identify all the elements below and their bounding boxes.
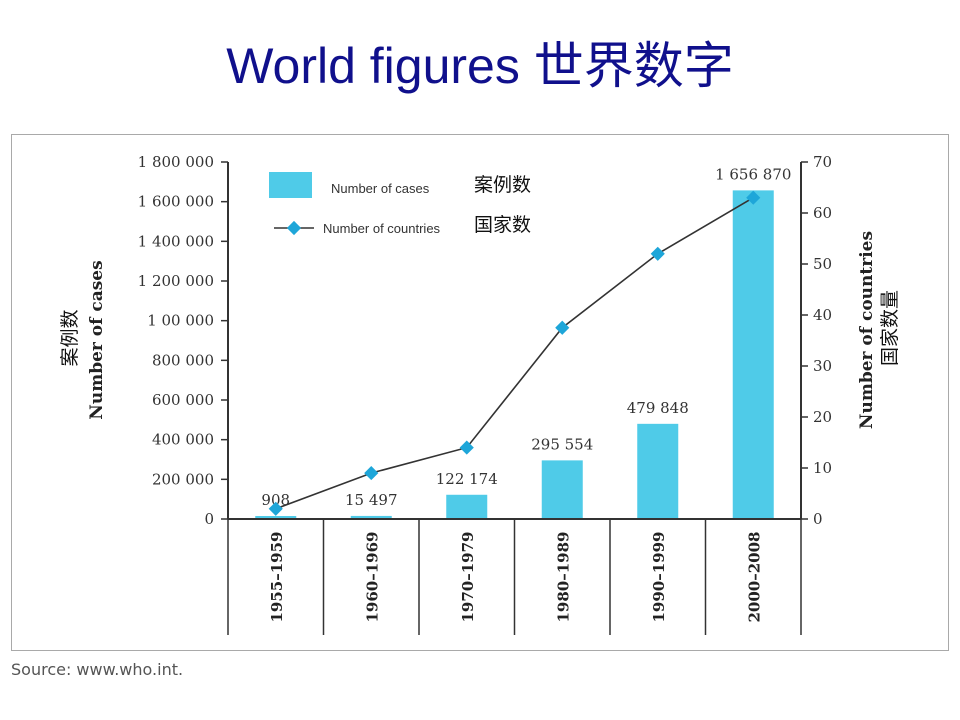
- slide-title: World figures 世界数字: [226, 38, 734, 94]
- bar: [637, 423, 679, 519]
- left-tick-label: 400 000: [152, 431, 214, 449]
- bar-value-label: 122 174: [436, 470, 498, 488]
- right-tick-label: 20: [813, 408, 832, 426]
- right-tick-label: 60: [813, 204, 832, 222]
- legend-label-countries: Number of countries: [323, 221, 441, 236]
- legend-label-cases: Number of cases: [331, 181, 430, 196]
- chart: 0 200 000 400 000 600 000 800 000 1 00 000 1 2…: [59, 153, 901, 635]
- category-label: 1955–1959: [268, 532, 286, 623]
- y-right-title: Number of countries: [857, 231, 877, 429]
- left-tick-label: 1 00 000: [147, 312, 214, 330]
- right-tick-label: 10: [813, 459, 832, 477]
- category-label: 1970–1979: [459, 532, 477, 623]
- bar-value-label: 15 497: [345, 491, 398, 509]
- bar-value-label: 1 656 870: [715, 165, 791, 183]
- legend-cjk-countries: 国家数: [474, 214, 531, 236]
- left-tick-label: 0: [204, 510, 214, 528]
- axis-titles: Number of cases 案例数 Number of countries 国家数…: [59, 231, 901, 429]
- right-tick-label: 30: [813, 357, 832, 375]
- right-tick-label: 50: [813, 255, 832, 273]
- bar-value-label: 908: [261, 491, 290, 509]
- left-tick-label: 200 000: [152, 470, 214, 488]
- legend: Number of cases 案例数 Number of countries 国家数: [269, 172, 531, 236]
- bar: [732, 190, 774, 519]
- bar: [350, 515, 392, 519]
- line-point: [650, 246, 665, 261]
- line-point: [268, 501, 283, 516]
- category-label: 1990–1999: [650, 532, 668, 623]
- right-tick-label: 0: [813, 510, 823, 528]
- left-tick-label: 800 000: [152, 351, 214, 369]
- bar-value-label: 295 554: [531, 435, 593, 453]
- line-point: [555, 320, 570, 335]
- y-left-title: Number of cases: [87, 260, 107, 419]
- left-tick-label: 1 400 000: [138, 232, 214, 250]
- category-label: 2000–2008: [745, 532, 763, 623]
- left-axis: 0 200 000 400 000 600 000 800 000 1 00 000 1 2…: [138, 153, 229, 528]
- line-point: [746, 190, 761, 205]
- legend-cjk-cases: 案例数: [474, 174, 531, 196]
- category-label: 1960–1969: [363, 532, 381, 623]
- chart-frame: 0 200 000 400 000 600 000 800 000 1 00 000 1 2…: [11, 134, 949, 651]
- right-axis: 0 10 20 30 40 50 60 70: [800, 153, 832, 528]
- left-tick-label: 1 800 000: [138, 153, 214, 171]
- right-tick-label: 40: [813, 306, 832, 324]
- right-tick-label: 70: [813, 153, 832, 171]
- line-point: [364, 466, 379, 481]
- y-left-title-cjk: 案例数: [59, 309, 81, 366]
- bar: [541, 460, 583, 519]
- bar-series: 908 15 497 122 174 295 554 479 848 1 656 870: [255, 165, 791, 519]
- line-point: [459, 440, 474, 455]
- line-series: [268, 190, 761, 516]
- legend-swatch-marker: [286, 220, 302, 236]
- bar: [255, 516, 297, 519]
- category-label: 1980–1989: [554, 532, 572, 623]
- left-tick-label: 1 600 000: [138, 193, 214, 211]
- y-right-title-cjk: 国家数量: [879, 290, 901, 366]
- left-tick-label: 600 000: [152, 391, 214, 409]
- x-axis: 1955–1959 1960–1969 1970–1979 1980–1989 1990…: [227, 518, 802, 635]
- bar: [446, 494, 488, 519]
- legend-swatch-cases: [269, 172, 312, 198]
- countries-line: [275, 197, 754, 510]
- bar-value-label: 479 848: [627, 399, 689, 417]
- left-tick-label: 1 200 000: [138, 272, 214, 290]
- source-note: Source: www.who.int.: [11, 660, 184, 679]
